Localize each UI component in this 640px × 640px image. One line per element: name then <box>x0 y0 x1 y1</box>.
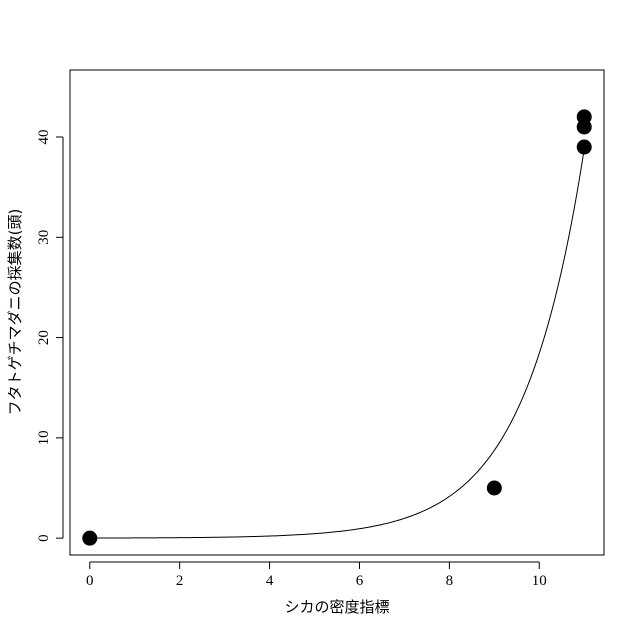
x-tick-label: 10 <box>532 573 547 589</box>
x-tick-label: 0 <box>86 573 94 589</box>
fit-curve <box>89 148 585 539</box>
y-tick-label: 0 <box>36 534 52 542</box>
y-axis: 0 10 20 30 40 <box>36 129 64 542</box>
data-point <box>576 109 592 125</box>
y-tick-label: 40 <box>36 129 52 144</box>
x-tick-label: 6 <box>356 573 364 589</box>
y-tick-label: 30 <box>36 230 52 245</box>
x-axis: 0 2 4 6 8 10 <box>86 561 547 589</box>
x-axis-title: シカの密度指標 <box>284 598 389 616</box>
y-tick-label: 20 <box>36 330 52 345</box>
y-axis-title: フタトゲチマダニの採集数(頭) <box>6 209 24 416</box>
x-tick-label: 8 <box>446 573 454 589</box>
data-point <box>486 480 502 496</box>
x-tick-label: 2 <box>176 573 184 589</box>
data-point <box>82 530 98 546</box>
plot-frame <box>69 69 605 556</box>
x-tick-label: 4 <box>266 573 274 589</box>
y-tick-label: 10 <box>36 430 52 445</box>
data-point <box>576 139 592 155</box>
